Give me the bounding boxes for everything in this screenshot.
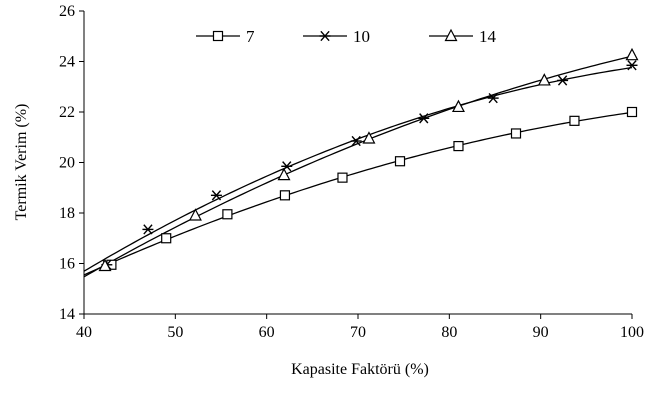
- data-point-10: [142, 224, 154, 235]
- data-point-7: [161, 233, 172, 244]
- asterisk-stroke: [143, 224, 153, 235]
- legend-item-7: 7: [196, 27, 255, 46]
- data-point-10: [626, 60, 638, 71]
- data-point-10: [210, 190, 222, 201]
- data-point-10: [418, 113, 430, 124]
- y-tick-label: 26: [59, 3, 75, 20]
- data-point-7: [569, 115, 580, 126]
- series-line-7: [83, 111, 633, 276]
- legend-label: 7: [246, 27, 255, 46]
- data-point-7: [279, 190, 291, 201]
- asterisk-stroke: [419, 113, 429, 124]
- axes: 14 16 18 20 22 24 26 40 50 60 70 80 90 100: [59, 3, 644, 341]
- data-markers: [98, 47, 639, 272]
- data-point-7: [394, 156, 406, 167]
- x-tick-label: 90: [533, 324, 549, 341]
- data-point-7: [510, 128, 522, 139]
- data-point-10: [487, 92, 499, 104]
- data-point-14: [277, 167, 291, 181]
- y-tick-label: 18: [59, 205, 75, 222]
- x-tick-label: 50: [167, 324, 183, 341]
- y-tick-label: 16: [59, 256, 75, 273]
- data-point-14: [537, 73, 551, 86]
- y-tick-label: 14: [59, 306, 75, 323]
- asterisk-stroke: [488, 92, 498, 104]
- data-point-14: [451, 99, 465, 113]
- x-tick-label: 40: [76, 324, 92, 341]
- data-point-7: [453, 140, 464, 152]
- x-tick-label: 100: [620, 324, 644, 341]
- series-line-14: [83, 55, 633, 278]
- legend: 7 10 14: [196, 27, 497, 46]
- asterisk-stroke: [211, 190, 222, 201]
- legend-marker: [212, 30, 224, 42]
- legend-item-10: 10: [303, 27, 370, 46]
- asterisk-stroke: [320, 30, 330, 42]
- data-point-14: [362, 131, 376, 144]
- y-tick-label: 22: [59, 104, 75, 121]
- data-point-10: [557, 75, 569, 86]
- y-tick-label: 20: [59, 155, 75, 172]
- y-axis-title: Termik Verim (%): [13, 104, 30, 221]
- legend-marker: [319, 30, 331, 42]
- asterisk-stroke: [557, 75, 568, 86]
- data-point-14: [188, 208, 202, 221]
- asterisk-stroke: [351, 135, 361, 147]
- data-point-7: [337, 172, 348, 183]
- fitted-curves: [83, 55, 633, 278]
- legend-item-14: 14: [429, 27, 497, 46]
- y-tick-label: 24: [59, 54, 75, 71]
- legend-label: 10: [353, 27, 370, 46]
- data-point-7: [222, 209, 233, 220]
- x-tick-label: 80: [441, 324, 457, 341]
- x-tick-label: 70: [350, 324, 366, 341]
- legend-marker: [444, 28, 458, 42]
- data-point-14: [98, 258, 112, 272]
- data-point-10: [350, 135, 362, 147]
- x-tick-label: 60: [259, 324, 275, 341]
- data-point-14: [625, 47, 639, 61]
- x-axis-title: Kapasite Faktörü (%): [291, 361, 429, 378]
- asterisk-stroke: [627, 60, 637, 71]
- legend-label: 14: [479, 27, 497, 46]
- data-point-7: [626, 106, 638, 118]
